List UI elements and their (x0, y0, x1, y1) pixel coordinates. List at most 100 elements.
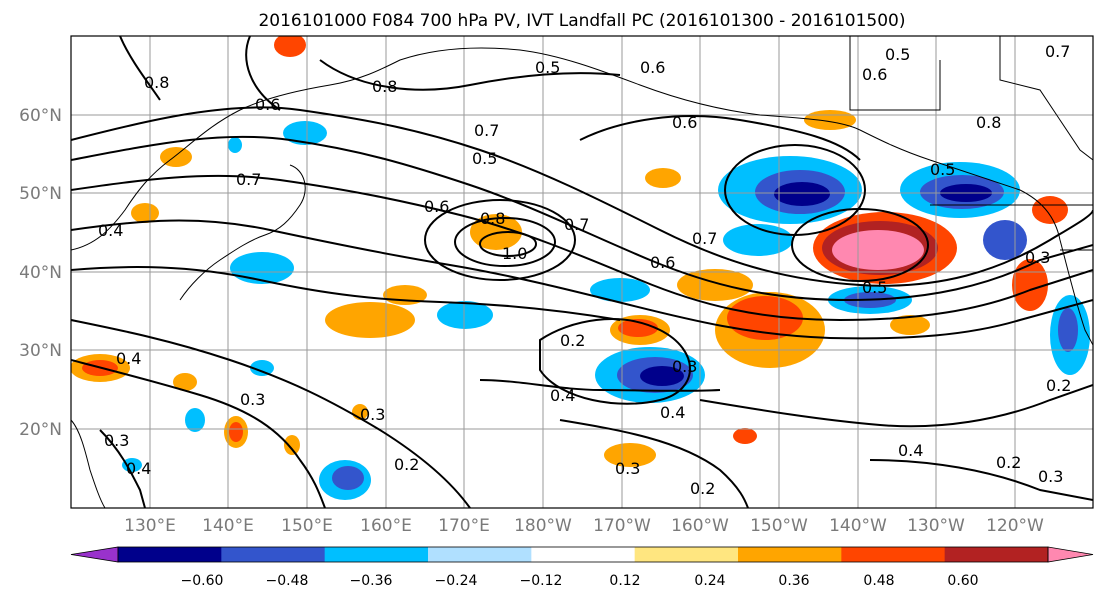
contour-label: 0.6 (862, 65, 887, 84)
lat-label: 20°N (19, 420, 62, 440)
contour-label: 0.4 (126, 459, 151, 478)
colorbar-ticks: −0.60 −0.48 −0.36 −0.24 −0.12 0.12 0.24 … (181, 573, 979, 589)
positive-anomaly (325, 302, 415, 338)
colorbar-segment (634, 547, 739, 562)
contour-label: 0.2 (1046, 376, 1071, 395)
positive-anomaly (1032, 196, 1068, 224)
positive-anomaly (131, 203, 159, 223)
colorbar-tick-label: 0.12 (609, 573, 640, 589)
positive-anomaly (470, 214, 522, 250)
contour-label: 0.4 (116, 349, 141, 368)
negative-anomaly (122, 458, 142, 472)
negative-anomaly (723, 224, 793, 256)
contour-label: 0.3 (672, 357, 697, 376)
contour-label: 0.5 (930, 160, 955, 179)
negative-anomaly (250, 360, 274, 376)
lon-label: 150°W (750, 516, 808, 536)
negative-anomaly (185, 408, 205, 432)
contour-label: 0.7 (692, 229, 717, 248)
lat-label: 60°N (19, 106, 62, 126)
contour-label: 0.6 (672, 113, 697, 132)
lon-label: 170°W (593, 516, 651, 536)
contour-label: 0.8 (976, 113, 1001, 132)
latitude-labels: 60°N 50°N 40°N 30°N 20°N (19, 106, 62, 440)
colorbar-segment (841, 547, 946, 562)
colorbar-tick-label: −0.36 (350, 573, 393, 589)
negative-anomaly (228, 137, 242, 153)
contour-label: 1.0 (502, 244, 527, 263)
positive-anomaly (645, 168, 681, 188)
colorbar-tick-label: −0.48 (266, 573, 309, 589)
longitude-labels: 130°E 140°E 150°E 160°E 170°E 180°W 170°… (124, 516, 1044, 536)
negative-anomaly (437, 301, 493, 329)
colorbar-segment (531, 547, 636, 562)
colorbar: −0.60 −0.48 −0.36 −0.24 −0.12 0.12 0.24 … (70, 546, 1094, 589)
negative-anomaly (230, 252, 294, 284)
contour-label: 0.4 (98, 221, 123, 240)
positive-anomaly (229, 422, 243, 442)
positive-anomaly (890, 315, 930, 335)
colorbar-segment (738, 547, 842, 562)
negative-anomaly (774, 182, 830, 206)
colorbar-tick-label: 0.24 (694, 573, 725, 589)
negative-anomaly (640, 366, 684, 386)
positive-anomaly (173, 373, 197, 391)
contour-label: 0.4 (550, 386, 575, 405)
colorbar-tick-label: 0.36 (778, 573, 809, 589)
contour-label: 0.6 (640, 58, 665, 77)
contour-label: 0.4 (898, 441, 923, 460)
coastlines (71, 36, 1093, 508)
lon-label: 180°W (514, 516, 572, 536)
negative-anomaly (332, 466, 364, 490)
colorbar-tick-label: 0.48 (863, 573, 894, 589)
contour-label: 0.5 (472, 149, 497, 168)
colorbar-segment (324, 547, 429, 562)
lon-label: 140°W (829, 516, 887, 536)
contour-label: 0.4 (660, 403, 685, 422)
figure-title: 2016101000 F084 700 hPa PV, IVT Landfall… (258, 11, 905, 31)
lon-label: 160°E (360, 516, 412, 536)
positive-anomaly (804, 110, 856, 130)
contour-label: 0.7 (564, 215, 589, 234)
contour-label: 0.5 (885, 45, 910, 64)
map-border (70, 35, 1094, 509)
contour-label: 0.7 (474, 121, 499, 140)
contour-label-group: 0.8 0.8 0.6 0.5 0.6 0.6 0.5 0.7 0.5 0.6 … (98, 42, 1071, 498)
contour-label: 0.8 (372, 77, 397, 96)
contour-label: 0.6 (424, 197, 449, 216)
lat-label: 30°N (19, 341, 62, 361)
colorbar-border (117, 546, 1049, 563)
colorbar-tick-label: −0.24 (435, 573, 478, 589)
colorbar-segment (221, 547, 326, 562)
positive-anomaly (274, 36, 306, 57)
positive-anomaly (832, 230, 924, 270)
lat-label: 50°N (19, 184, 62, 204)
lon-label: 130°E (124, 516, 176, 536)
lon-label: 160°W (671, 516, 729, 536)
positive-anomaly (284, 435, 300, 455)
contour-label: 0.5 (862, 278, 887, 297)
contour-label: 0.7 (236, 170, 261, 189)
lon-label: 130°W (907, 516, 965, 536)
colorbar-extend-min (70, 546, 119, 563)
positive-anomaly (618, 319, 658, 337)
contour-label: 0.2 (996, 453, 1021, 472)
contour-label: 0.3 (615, 459, 640, 478)
colorbar-segment (118, 547, 222, 562)
colorbar-segment (944, 547, 1049, 562)
colorbar-segments (70, 546, 1094, 563)
colorbar-extend-max (1047, 546, 1094, 563)
contour-lines (71, 36, 1093, 508)
contour-label: 0.2 (690, 479, 715, 498)
lon-label: 150°E (281, 516, 333, 536)
colorbar-tick-label: 0.60 (947, 573, 978, 589)
colorbar-segment (428, 547, 532, 562)
colorbar-tick-label: −0.60 (181, 573, 224, 589)
contour-label: 0.2 (560, 331, 585, 350)
contour-label: 0.6 (650, 253, 675, 272)
contour-label: 0.7 (1045, 42, 1070, 61)
contour-label: 0.3 (104, 431, 129, 450)
contour-label: 0.2 (394, 455, 419, 474)
lon-label: 170°E (438, 516, 490, 536)
negative-anomaly (1058, 308, 1078, 352)
